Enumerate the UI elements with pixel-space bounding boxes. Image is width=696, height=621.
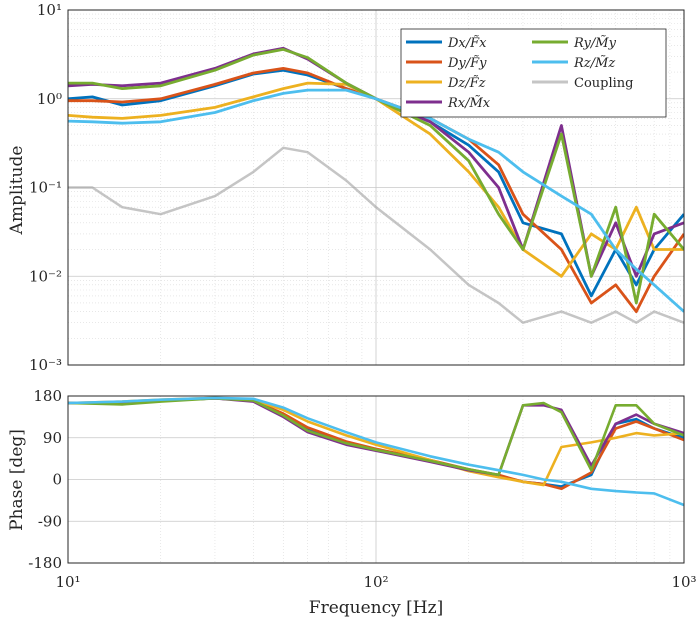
- phase-y-tick-label: -90: [38, 512, 62, 530]
- phase-series-line-5: [68, 396, 684, 507]
- phase-y-tick-label: 180: [33, 387, 62, 405]
- amplitude-y-tick-label: 10¹: [37, 1, 62, 19]
- legend-entry: Dx/F̃x: [447, 35, 487, 51]
- phase-y-tick-label: 0: [52, 471, 62, 489]
- phase-ylabel: Phase [deg]: [7, 429, 27, 531]
- phase-x-tick-label: 10²: [363, 573, 388, 591]
- amplitude-y-tick-label: 10⁻¹: [29, 179, 62, 197]
- phase-axes-frame: [67, 395, 685, 564]
- legend-entry: Dz/F̃z: [447, 75, 486, 91]
- legend-entry: Ry/M̃y: [573, 35, 617, 51]
- legend-entry: Coupling: [574, 76, 633, 91]
- amplitude-axes-frame: [67, 9, 685, 366]
- legend-entry: Dy/F̃y: [447, 55, 487, 71]
- amplitude-ylabel: Amplitude: [7, 146, 27, 236]
- phase-tick-labels: -180 -90 0 90 180 10¹ 10² 10³: [28, 387, 696, 591]
- amplitude-y-tick-label: 10⁻²: [29, 267, 62, 285]
- legend-entry: Rx/M̃x: [447, 95, 491, 111]
- amplitude-y-tick-label: 10⁻³: [29, 356, 62, 374]
- amplitude-y-tick-label: 10⁰: [37, 90, 62, 108]
- phase-y-tick-label: 90: [43, 429, 62, 447]
- phase-x-tick-label: 10³: [671, 573, 696, 591]
- phase-y-tick-label: -180: [28, 554, 62, 572]
- legend: Dx/F̃x Dy/F̃y Dz/F̃z Rx/M̃x Ry/M̃y Rz/M̃z Coup…: [400, 28, 667, 118]
- phase-x-tick-label: 10¹: [55, 573, 80, 591]
- legend-entry: Rz/M̃z: [573, 55, 615, 71]
- phase-series: [68, 396, 684, 507]
- phase-xlabel: Frequency [Hz]: [309, 598, 443, 618]
- coupling-series-line: [68, 146, 684, 324]
- amplitude-tick-labels: 10⁻³ 10⁻² 10⁻¹ 10⁰ 10¹: [29, 1, 62, 374]
- legend-box: [400, 28, 667, 118]
